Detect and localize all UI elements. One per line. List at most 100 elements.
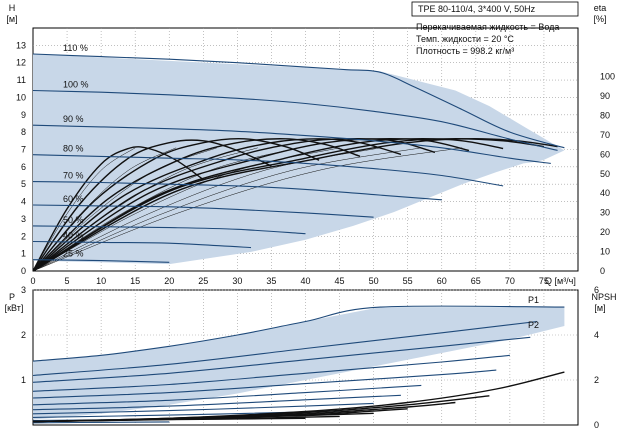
head-curve [32,124,551,164]
y-tick-label: 7 [21,145,26,155]
y-tick-label: 3 [21,214,26,224]
npsh-tick-label: 2 [594,375,599,385]
head-curve [32,204,374,218]
y2-tick-label: 10 [600,247,610,257]
x-tick-label: 20 [164,276,174,286]
npsh-tick-label: 4 [594,330,599,340]
head-curve [32,154,504,187]
npsh-curve [32,417,306,423]
fluid-annotation: Темп. жидкости = 20 °C [416,34,514,44]
p2-label: P2 [528,320,539,330]
head-curve-label: 90 % [63,114,84,124]
x-tick-label: 10 [96,276,106,286]
x-tick-label: 5 [65,276,70,286]
x-tick-label: 45 [335,276,345,286]
npsh-tick-label: 6 [594,285,599,295]
y2-tick-label: 0 [600,266,605,276]
x-tick-label: 75 [539,276,549,286]
p-tick-label: 3 [21,285,26,295]
efficiency-curve [32,137,320,272]
p-axis-label: P [9,292,15,302]
x-tick-label: 15 [130,276,140,286]
head-curve-label: 40 % [63,230,84,240]
system-curve [32,147,422,272]
system-curve [32,147,217,272]
npsh-axis-unit: [м] [594,303,605,313]
y2-tick-label: 70 [600,130,610,140]
power-curve [32,354,510,392]
power-curve [32,336,531,383]
x-tick-label: 0 [30,276,35,286]
fluid-annotation: Плотность = 998.2 кг/м³ [416,46,514,56]
y2-tick-label: 90 [600,91,610,101]
y2-tick-label: 50 [600,169,610,179]
y-tick-label: 12 [16,58,26,68]
head-curve-label: 80 % [63,144,84,154]
head-curve-label: 50 % [63,215,84,225]
head-curve-label: 110 % [63,43,88,53]
chart-title: TPE 80-110/4, 3*400 V, 50Hz [418,4,536,14]
y-axis-label: H [9,3,16,13]
head-curve [32,181,442,201]
y-tick-label: 13 [16,40,26,50]
power-curve [32,320,538,377]
y-tick-label: 10 [16,92,26,102]
power-curve [32,369,497,399]
head-curve-label: 100 % [63,79,89,89]
y2-tick-label: 30 [600,208,610,218]
y2-tick-label: 40 [600,188,610,198]
x-tick-label: 55 [403,276,413,286]
efficiency-curve [32,146,204,272]
power-curve [32,305,565,362]
head-curve-label: 25 % [63,249,84,259]
y-tick-label: 1 [21,249,26,259]
x-tick-label: 35 [266,276,276,286]
x-tick-label: 40 [300,276,310,286]
npsh-tick-label: 0 [594,420,599,430]
p-axis-unit: [кВт] [5,303,24,313]
y-tick-label: 6 [21,162,26,172]
p1-label: P1 [528,295,539,305]
title-box [411,1,579,17]
y2-tick-label: 100 [600,72,615,82]
y2-tick-label: 60 [600,149,610,159]
efficiency-curve [32,138,545,272]
fluid-annotation: Перекачиваемая жидкость = Вода [416,22,559,32]
x-tick-label: 70 [505,276,515,286]
y2-axis-unit: [%] [593,14,606,24]
p-tick-label: 1 [21,375,26,385]
power-curve [32,421,170,424]
head-curve [32,225,306,235]
p-tick-label: 2 [21,330,26,340]
y-tick-label: 2 [21,231,26,241]
power-curve [32,402,374,415]
y2-tick-label: 20 [600,227,610,237]
efficiency-curve [32,138,558,272]
y-tick-label: 0 [21,266,26,276]
x-tick-label: 30 [232,276,242,286]
x-tick-label: 65 [471,276,481,286]
y-tick-label: 5 [21,179,26,189]
y-axis-unit: [м] [6,14,17,24]
system-curve [32,147,299,272]
efficiency-curve [32,138,504,272]
y-tick-label: 9 [21,110,26,120]
system-curve [32,147,463,272]
npsh-axis-label: NPSH [591,292,616,302]
efficiency-curve [32,137,436,272]
y-tick-label: 8 [21,127,26,137]
y-tick-label: 11 [17,75,26,85]
x-axis-label: Q [м³/ч] [545,276,576,286]
power-curve [32,384,422,406]
y-tick-label: 4 [21,197,26,207]
power-curve [32,394,401,411]
head-curve [32,259,170,263]
x-tick-label: 60 [437,276,447,286]
head-curve-label: 60 % [63,194,84,204]
x-tick-label: 50 [369,276,379,286]
head-curve [32,89,558,151]
head-curve [32,240,252,249]
head-curve [32,53,565,149]
y2-tick-label: 80 [600,110,610,120]
